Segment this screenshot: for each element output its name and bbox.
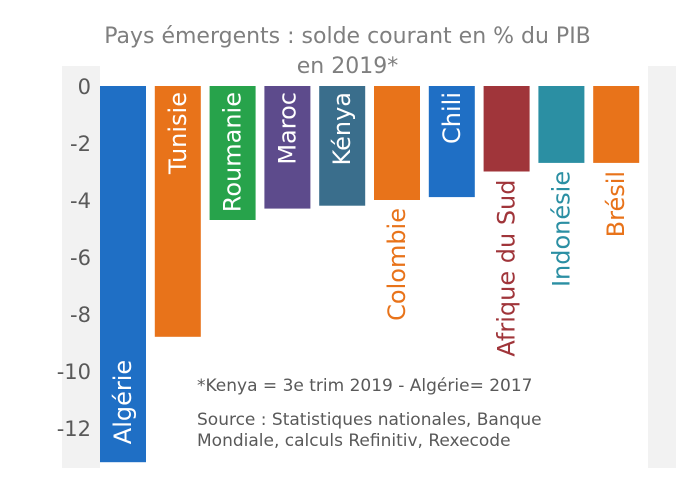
bar-label: Tunisie bbox=[164, 92, 192, 175]
bar bbox=[154, 86, 201, 337]
bar bbox=[209, 86, 256, 220]
bar-label: Maroc bbox=[273, 92, 301, 165]
y-tick-label: -12 bbox=[57, 417, 91, 441]
y-tick-label: -2 bbox=[70, 132, 91, 156]
y-tick-label: -6 bbox=[70, 246, 91, 270]
bar bbox=[538, 86, 585, 163]
y-tick-label: 0 bbox=[78, 75, 91, 99]
bar-label: Chili bbox=[438, 92, 466, 144]
bar-label: Colombie bbox=[383, 208, 411, 321]
bar bbox=[374, 86, 420, 200]
source-line-1: Source : Statistiques nationales, Banque bbox=[197, 410, 542, 430]
chart-subtitle: en 2019* bbox=[296, 54, 399, 79]
bar bbox=[100, 86, 146, 463]
y-axis: 0 -2 -4 -6 -8 -10 -12 bbox=[57, 75, 91, 441]
bar bbox=[264, 86, 311, 209]
bar-label: Roumanie bbox=[219, 92, 247, 212]
bar bbox=[593, 86, 640, 163]
bar bbox=[483, 86, 530, 172]
bar-label: Brésil bbox=[602, 171, 630, 237]
bar-label: Indonésie bbox=[547, 171, 575, 287]
bar-label: Algérie bbox=[109, 360, 137, 444]
bar-labels: Algérie Tunisie Roumanie Maroc Kénya Colombie… bbox=[109, 92, 630, 444]
footnote: *Kenya = 3e trim 2019 - Algérie= 2017 bbox=[197, 376, 533, 396]
bar bbox=[428, 86, 475, 198]
y-tick-label: -8 bbox=[70, 303, 91, 327]
bar-label: Kénya bbox=[328, 92, 356, 165]
chart-title: Pays émergents : solde courant en % du P… bbox=[104, 24, 591, 49]
bar bbox=[319, 86, 366, 206]
source-line-2: Mondiale, calculs Refinitiv, Rexecode bbox=[197, 431, 511, 451]
y-tick-label: -10 bbox=[57, 360, 91, 384]
bars bbox=[100, 86, 640, 463]
y-tick-label: -4 bbox=[70, 189, 91, 213]
bar-label: Afrique du Sud bbox=[493, 180, 521, 357]
